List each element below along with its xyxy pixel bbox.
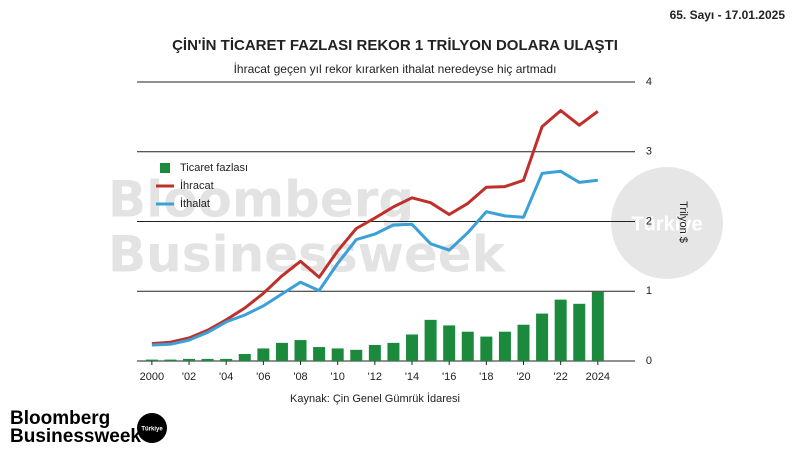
bar [443, 325, 456, 361]
x-tick-label: '04 [219, 371, 233, 383]
x-tick-label: '22 [553, 371, 567, 383]
bar [554, 299, 567, 361]
x-tick-label: '18 [479, 371, 493, 383]
logo-text: Businessweek [10, 426, 141, 447]
x-tick-label: '06 [256, 371, 270, 383]
legend-label: İthalat [180, 197, 210, 210]
bar [573, 303, 586, 361]
bar [220, 358, 233, 361]
bar [331, 348, 344, 361]
bar [406, 334, 419, 361]
x-tick-label: '20 [516, 371, 530, 383]
bar [536, 313, 549, 361]
line [151, 169, 598, 347]
legend-label: Ticaret fazlası [180, 162, 248, 174]
bar [461, 331, 474, 361]
x-tick-label: '16 [442, 371, 456, 383]
bar [238, 354, 251, 361]
logo-text: Bloomberg [10, 408, 110, 429]
logo-badge-text: Türkiye [141, 427, 163, 433]
bar [145, 359, 158, 361]
x-tick-label: '10 [331, 371, 345, 383]
y-axis-label: Trilyon $ [677, 201, 689, 243]
chart-subtitle: İhracat geçen yıl rekor kırarken ithalat… [234, 62, 557, 76]
logo-badge [137, 413, 167, 443]
bar [368, 344, 381, 361]
y-tick-label: 4 [646, 76, 652, 88]
watermark-text: Businessweek [108, 226, 507, 284]
bar [498, 331, 511, 361]
bar [275, 342, 288, 361]
watermark-badge [611, 167, 723, 279]
bar [201, 358, 214, 361]
x-tick-label: '14 [405, 371, 419, 383]
y-tick-label: 2 [646, 215, 652, 227]
bar [387, 342, 400, 361]
x-tick-label: '02 [182, 371, 196, 383]
x-tick-label: 2000 [140, 371, 164, 383]
bar [350, 349, 363, 361]
legend-swatch [160, 163, 170, 173]
bar [257, 348, 270, 361]
bar [164, 359, 177, 361]
bar [424, 319, 437, 361]
x-tick-label: '12 [368, 371, 382, 383]
line [151, 109, 599, 346]
legend-label: İhracat [180, 179, 214, 192]
watermark-text: Bloomberg [108, 171, 414, 229]
bar [480, 336, 493, 361]
y-tick-label: 1 [646, 285, 652, 297]
source: Kaynak: Çin Genel Gümrük İdaresi [290, 392, 460, 405]
chart-title: ÇİN'İN TİCARET FAZLASI REKOR 1 TRİLYON D… [172, 37, 618, 54]
y-tick-label: 3 [646, 146, 652, 158]
bar [313, 347, 326, 361]
bar [517, 324, 530, 361]
bar [591, 291, 604, 361]
bar [294, 340, 307, 361]
issue: 65. Sayı - 17.01.2025 [670, 8, 786, 22]
bar [183, 358, 196, 361]
x-tick-label: '08 [293, 371, 307, 383]
watermark-badge-text: Türkiye [631, 213, 702, 235]
x-tick-label: 2024 [586, 371, 610, 383]
y-tick-label: 0 [646, 355, 652, 367]
